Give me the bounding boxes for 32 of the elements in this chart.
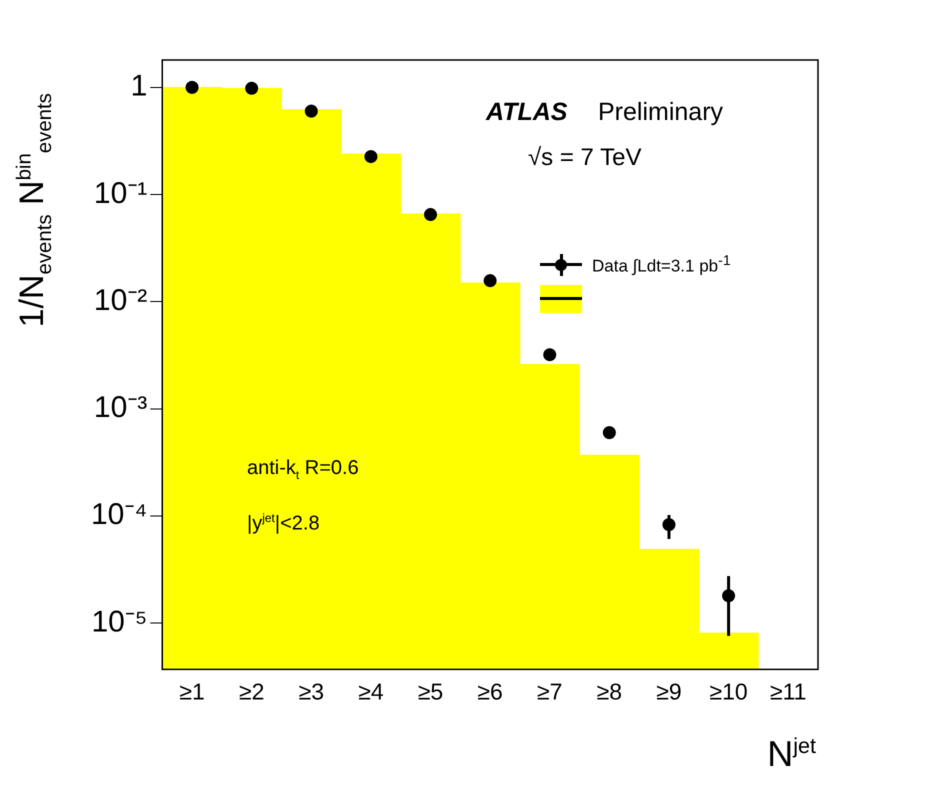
x-tick-label: ≥3 xyxy=(298,678,324,705)
x-tick-label: ≥8 xyxy=(596,678,622,705)
point xyxy=(424,208,438,222)
x-tick-label: ≥5 xyxy=(418,678,444,705)
annotation: √s = 7 TeV xyxy=(528,144,642,171)
annotation: anti-k$_{t}$ R=0.6 xyxy=(247,457,359,482)
x-tick-label: ≥10 xyxy=(709,678,748,705)
y-tick-label: 10⁻³ xyxy=(94,391,148,424)
x-tick-label: ≥9 xyxy=(656,678,682,705)
point xyxy=(484,274,497,288)
annotation: ATLAS xyxy=(486,98,568,126)
y-tick-label: 10⁻⁴ xyxy=(90,498,148,532)
annotation: Preliminary xyxy=(598,98,724,126)
legend-label: Data ∫Ldt=3.1 pb$^{-1}$ xyxy=(592,253,731,277)
y-tick-label: 1 xyxy=(130,70,148,103)
x-tick-label: ≥11 xyxy=(770,678,806,705)
x-tick-label: ≥4 xyxy=(358,678,384,705)
y-tick-label: 10⁻¹ xyxy=(94,176,148,210)
x-axis-title: N$^{jet}$ xyxy=(767,733,816,774)
y-tick-label: 10⁻² xyxy=(94,284,148,317)
x-tick-label: ≥6 xyxy=(477,678,503,705)
point xyxy=(543,348,556,362)
annotation: |y$^{jet}$|<2.8 xyxy=(247,511,320,535)
x-tick-label: ≥1 xyxy=(179,678,205,705)
point xyxy=(186,80,199,94)
point xyxy=(304,104,318,118)
point xyxy=(602,426,616,440)
x-tick-label: ≥7 xyxy=(537,678,562,705)
x-tick-label: ≥2 xyxy=(238,678,264,705)
point xyxy=(364,150,378,164)
point xyxy=(245,82,258,95)
y-tick-label: 10⁻⁵ xyxy=(91,605,148,638)
